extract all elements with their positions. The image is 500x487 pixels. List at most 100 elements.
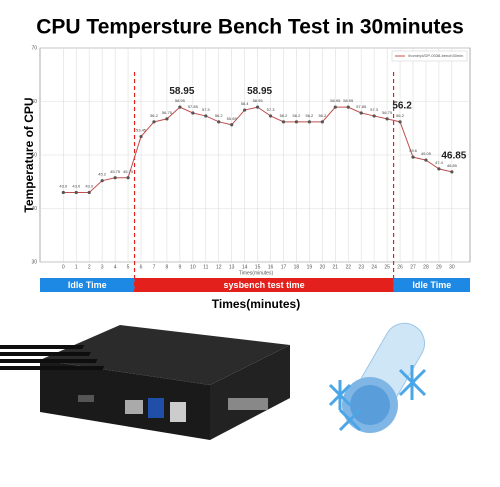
value-label: 57.85 xyxy=(188,104,199,109)
legend-box xyxy=(391,50,468,62)
phase-label: Idle Time xyxy=(412,280,451,290)
x-tick-label: 1 xyxy=(75,264,78,270)
data-point xyxy=(424,158,428,162)
emphasized-label: 46.85 xyxy=(441,150,466,161)
x-tick-label: 19 xyxy=(307,264,313,270)
x-tick-label: 5 xyxy=(127,264,130,270)
x-tick-label: 28 xyxy=(423,264,429,270)
value-label: 47.4 xyxy=(435,160,444,165)
value-label: 46.85 xyxy=(447,163,458,168)
data-point xyxy=(87,190,91,195)
data-point xyxy=(165,117,169,121)
x-tick-label: 9 xyxy=(178,264,181,270)
chart-title: CPU Tempersture Bench Test in 30minutes xyxy=(36,16,464,39)
value-label: 56.2 xyxy=(318,113,327,118)
data-point xyxy=(255,105,260,109)
value-label: 56.75 xyxy=(382,110,393,115)
x-tick-label: 21 xyxy=(333,264,339,270)
value-label: 57.85 xyxy=(356,104,367,109)
x-tick-label: 26 xyxy=(397,264,403,270)
product-case xyxy=(0,325,290,440)
value-label: 49.6 xyxy=(409,148,418,153)
value-label: 58.95 xyxy=(175,98,186,103)
x-tick-label: 14 xyxy=(242,264,248,270)
emphasized-label: 56.2 xyxy=(392,100,412,111)
phase-label: sysbench test time xyxy=(224,280,305,290)
value-label: 56.2 xyxy=(150,113,159,118)
x-tick-label: 30 xyxy=(449,264,455,270)
x-tick-label: 0 xyxy=(62,264,65,270)
data-point xyxy=(152,120,156,124)
data-point xyxy=(243,108,247,112)
phase-bar xyxy=(393,278,470,292)
x-tick-label: 6 xyxy=(140,264,143,270)
data-point xyxy=(411,155,415,159)
emphasized-label: 58.95 xyxy=(247,86,272,97)
data-point xyxy=(268,114,273,118)
y-axis-label: Temperature of CPU xyxy=(22,97,36,212)
x-tick-label: 22 xyxy=(345,264,351,270)
data-point xyxy=(307,120,311,124)
x-tick-label: 8 xyxy=(166,264,169,270)
x-tick-label: 18 xyxy=(294,264,300,270)
x-tick-label: 7 xyxy=(153,264,156,270)
value-label: 43.0 xyxy=(85,184,94,189)
x-tick-label: 4 xyxy=(114,264,117,270)
data-point xyxy=(100,179,104,183)
y-tick-label: 40 xyxy=(31,206,37,212)
value-label: 57.3 xyxy=(370,107,379,112)
y-tick-label: 30 xyxy=(31,259,37,265)
x-tick-label: 11 xyxy=(203,264,208,270)
data-point xyxy=(113,176,117,180)
value-label: 45.75 xyxy=(123,169,134,174)
value-label: 56.2 xyxy=(293,113,302,118)
x-tick-label: 23 xyxy=(358,264,364,270)
value-label: 58.95 xyxy=(343,98,354,103)
data-point xyxy=(230,123,234,127)
x-tick-label: 29 xyxy=(436,264,442,270)
x-tick-label: 27 xyxy=(410,264,416,270)
value-label: 45.75 xyxy=(110,169,121,174)
data-point xyxy=(346,105,350,109)
x-tick-label: 3 xyxy=(101,264,104,270)
data-point xyxy=(217,120,221,124)
data-point xyxy=(437,167,441,171)
x-tick-label: 13 xyxy=(229,264,235,270)
x-tick-label: 25 xyxy=(384,264,390,270)
data-point xyxy=(385,117,389,121)
data-point xyxy=(372,114,376,118)
data-point xyxy=(320,120,324,124)
data-point xyxy=(191,111,195,115)
x-tick-label: 17 xyxy=(281,264,287,270)
value-label: 49.05 xyxy=(421,151,432,156)
y-tick-label: 60 xyxy=(31,99,37,105)
data-point xyxy=(139,134,143,139)
phase-bar xyxy=(40,278,135,292)
value-label: 56.2 xyxy=(280,113,289,118)
data-point xyxy=(359,111,363,115)
value-label: 57.3 xyxy=(267,107,276,112)
value-label: 43.0 xyxy=(59,184,68,189)
x-tick-label: 20 xyxy=(320,264,326,270)
x-tick-label: 12 xyxy=(216,264,222,270)
value-label: 53.45 xyxy=(136,128,147,133)
value-label: 58.95 xyxy=(330,98,341,103)
y-tick-label: 70 xyxy=(31,45,37,51)
value-label: 58.4 xyxy=(241,101,250,106)
x-tick-label: 2 xyxy=(88,264,91,270)
emphasized-label: 58.95 xyxy=(169,86,194,97)
phase-bar xyxy=(134,278,394,292)
value-label: 55.65 xyxy=(227,116,238,121)
data-point xyxy=(398,120,402,124)
y-tick-label: 50 xyxy=(31,152,37,158)
x-tick-label: 24 xyxy=(371,264,377,270)
x-axis-label-small: Times(minutes) xyxy=(239,270,274,276)
data-point xyxy=(333,105,337,109)
data-point xyxy=(61,190,65,195)
phase-label: Idle Time xyxy=(68,280,107,290)
legend-label: /home/pi/DP-0038-bench30min xyxy=(408,53,463,58)
value-label: 57.3 xyxy=(202,107,211,112)
data-point xyxy=(178,105,182,109)
